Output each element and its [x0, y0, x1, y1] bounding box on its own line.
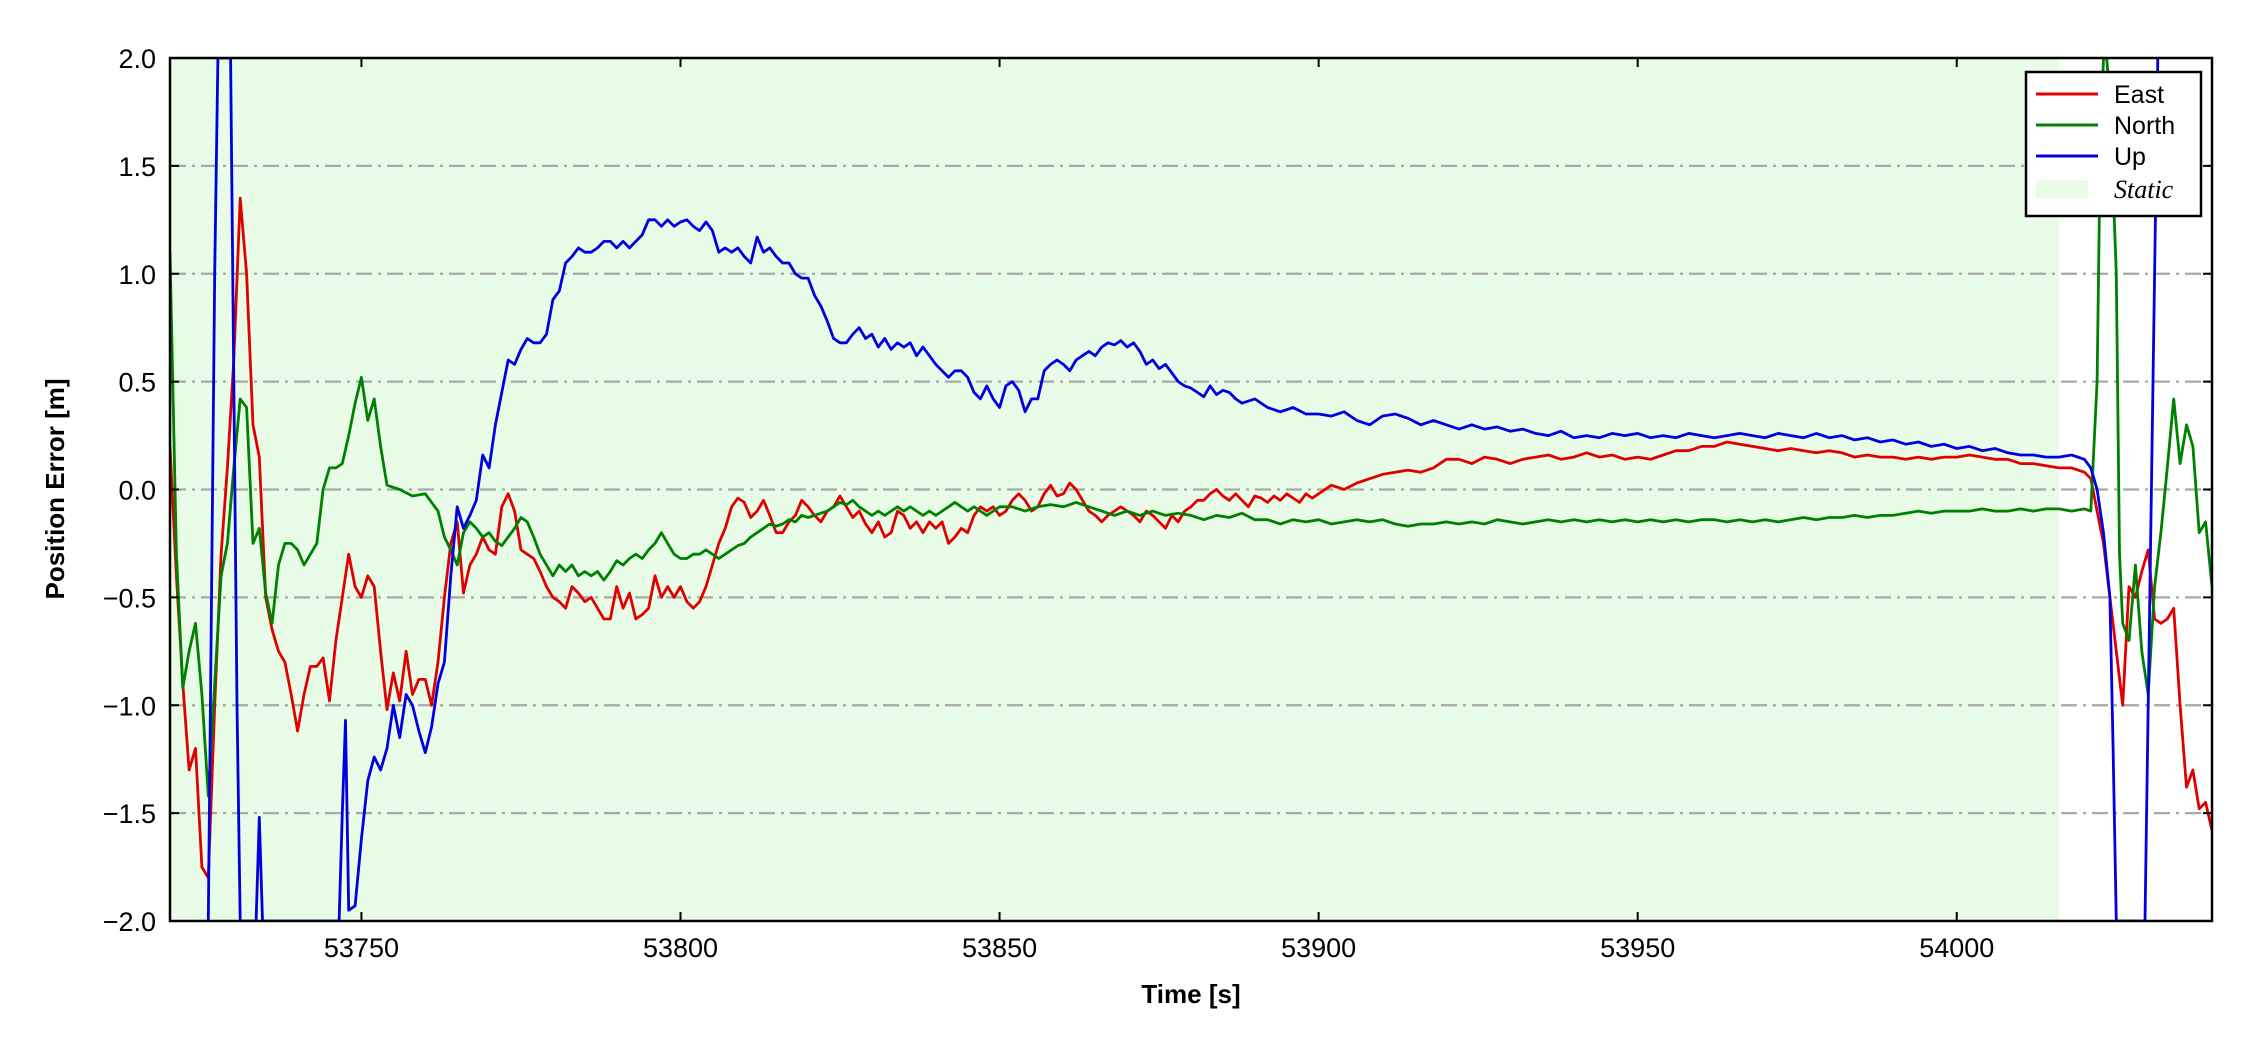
legend-label-up: Up	[2114, 143, 2146, 171]
y-tick-label: −1.0	[103, 691, 156, 721]
y-tick-label: 2.0	[118, 44, 156, 74]
x-tick-label: 53850	[962, 933, 1037, 963]
legend-label-north: North	[2114, 112, 2175, 140]
legend: East North Up Static	[2024, 70, 2203, 218]
x-tick-label: 53950	[1600, 933, 1675, 963]
legend-label-static: Static	[2114, 175, 2174, 204]
x-tick-label: 53750	[324, 933, 399, 963]
x-tick-label: 53900	[1281, 933, 1356, 963]
y-tick-label: −0.5	[103, 583, 156, 613]
tick-layer: 53750 53800 53850 53900 53950 54000 −2.0 −1.5 −1…	[103, 44, 2212, 963]
series-line-up	[206, 58, 2160, 921]
legend-swatch-static	[2036, 180, 2088, 198]
y-tick-label: 0.0	[118, 476, 156, 506]
x-axis-label: Time [s]	[1141, 979, 1240, 1009]
legend-label-east: East	[2114, 81, 2164, 109]
series-layer	[170, 58, 2212, 921]
y-tick-label: −2.0	[103, 907, 156, 937]
x-tick-label: 53800	[643, 933, 718, 963]
series-line-north	[170, 58, 2212, 798]
x-tick-label: 54000	[1919, 933, 1994, 963]
y-tick-label: 1.0	[118, 260, 156, 290]
y-tick-label: 0.5	[118, 368, 156, 398]
y-tick-label: 1.5	[118, 152, 156, 182]
series-line-east	[170, 196, 2212, 880]
y-axis-label: Position Error [m]	[40, 378, 70, 599]
y-tick-label: −1.5	[103, 799, 156, 829]
